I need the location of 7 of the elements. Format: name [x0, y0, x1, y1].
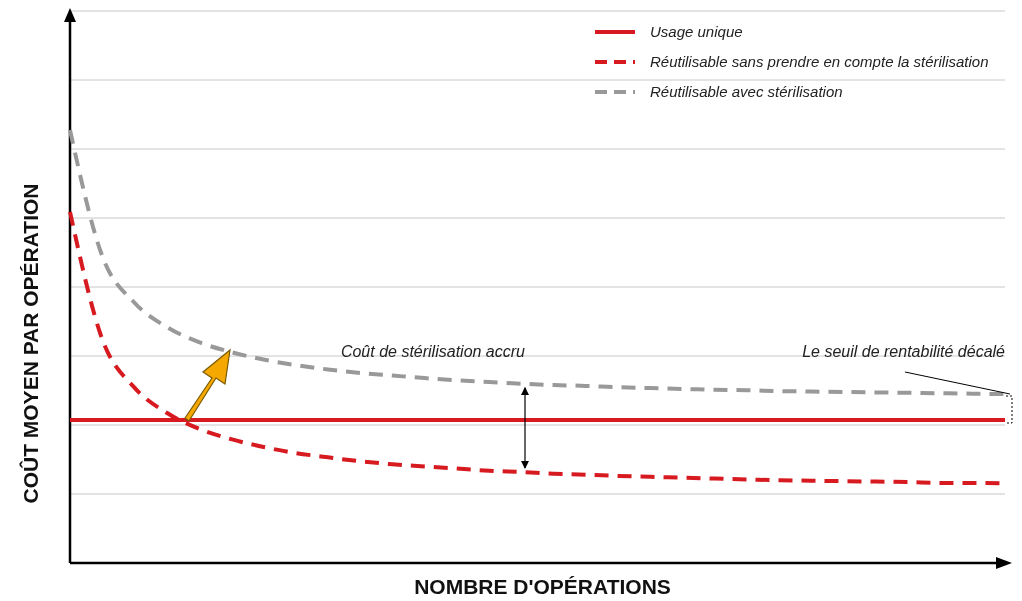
legend-label: Usage unique [650, 23, 743, 40]
annotation: Coût de stérilisation accru [340, 343, 526, 360]
y-axis-title: COÛT MOYEN PAR OPÉRATION [19, 183, 42, 504]
legend-label: Réutilisable avec stérilisation [650, 83, 843, 100]
annotation: Le seuil de rentabilité décalé [802, 343, 1006, 360]
x-axis-title: NOMBRE D'OPÉRATIONS [414, 575, 671, 598]
legend-label: Réutilisable sans prendre en compte la stérilisation [650, 53, 989, 70]
